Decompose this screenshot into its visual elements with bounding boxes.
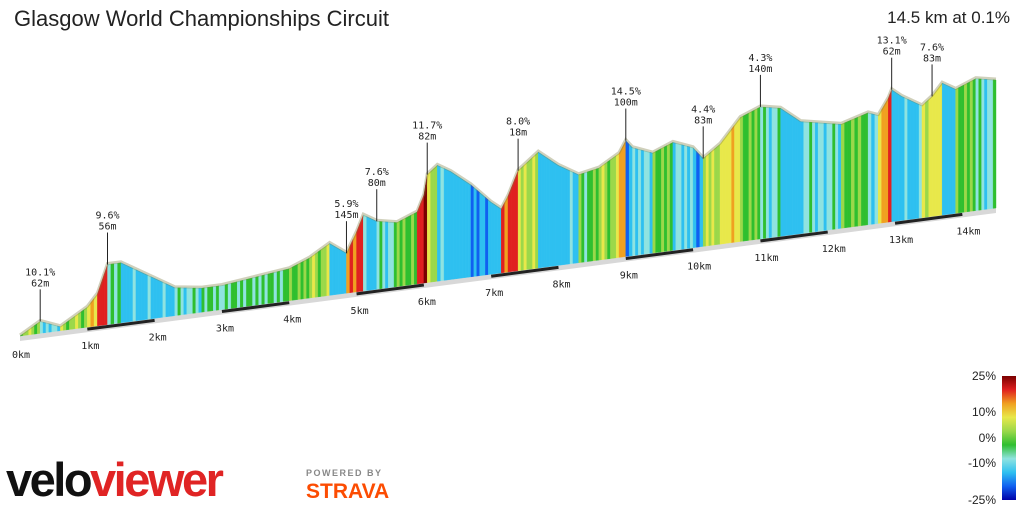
annotation-grade: 4.4% [691,104,715,115]
annotation-length: 82m [418,132,436,143]
annotation-length: 140m [748,64,772,75]
route-summary: 14.5 km at 0.1% [887,8,1010,27]
annotation-length: 83m [694,115,712,126]
km-tick-label: 10km [687,262,711,273]
km-segment [356,283,425,296]
scale-tick-label: 10% [972,405,996,419]
km-segment [625,248,694,261]
profile-layer [19,76,997,337]
scale-tick-label: -25% [968,493,996,507]
annotations-layer: 10.1%62m9.6%56m5.9%145m7.6%80m11.7%82m8.… [25,36,944,322]
powered-by-label: POWERED BY [306,468,383,478]
annotation-grade: 9.6% [95,211,119,222]
profile-slice [992,79,997,209]
annotation-grade: 7.6% [365,167,389,178]
annotation-length: 62m [883,47,901,58]
km-tick-label: 2km [149,332,167,343]
logo-viewer-text: viewer [90,453,224,506]
annotation-grade: 14.5% [611,87,641,98]
km-tick-label: 11km [754,253,778,264]
logo-velo-text: velo [6,453,93,506]
annotation-grade: 5.9% [334,199,358,210]
annotation-grade: 8.0% [506,117,530,128]
annotation-length: 83m [923,53,941,64]
km-tick-label: 13km [889,235,913,246]
annotation-length: 80m [368,178,386,189]
annotation-length: 145m [334,210,358,221]
km-tick-label: 14km [956,226,980,237]
km-tick-label: 8km [552,279,570,290]
annotation-grade: 10.1% [25,267,55,278]
km-tick-label: 5km [351,306,369,317]
km-tick-label: 3km [216,324,234,335]
scale-tick-label: 0% [979,431,997,445]
annotation-grade: 13.1% [877,36,907,47]
km-tick-label: 4km [283,315,301,326]
km-tick-label: 7km [485,288,503,299]
annotation-grade: 11.7% [412,121,442,132]
annotation-length: 100m [614,98,638,109]
color-scale-bar [1002,376,1016,500]
km-tick-label: 1km [81,341,99,352]
km-segment [894,212,963,225]
km-tick-label: 9km [620,271,638,282]
chart-title: Glasgow World Championships Circuit [14,6,389,31]
veloviewer-logo[interactable]: veloviewer [6,452,224,508]
strava-logo[interactable]: STRAVA [306,480,390,503]
km-segment [760,230,828,243]
annotation-length: 18m [509,128,527,139]
km-segment [87,318,155,331]
km-tick-label: 12km [822,244,846,255]
annotation-grade: 4.3% [748,53,772,64]
km-segment [490,265,559,278]
km-tick-label: 6km [418,297,436,308]
annotation-length: 62m [31,278,49,289]
km-segment [221,301,290,314]
annotation-grade: 7.6% [920,42,944,53]
scale-tick-label: -10% [968,456,996,470]
profile-ridge [19,76,997,337]
km-ticks-layer: 0km 1km 2km 3km 4km 5km 6km 7km 8km 9km 10km 11km 12… [12,212,980,361]
scale-tick-label: 25% [972,369,996,383]
km-tick-label: 0km [12,350,30,361]
annotation-length: 56m [98,222,116,233]
